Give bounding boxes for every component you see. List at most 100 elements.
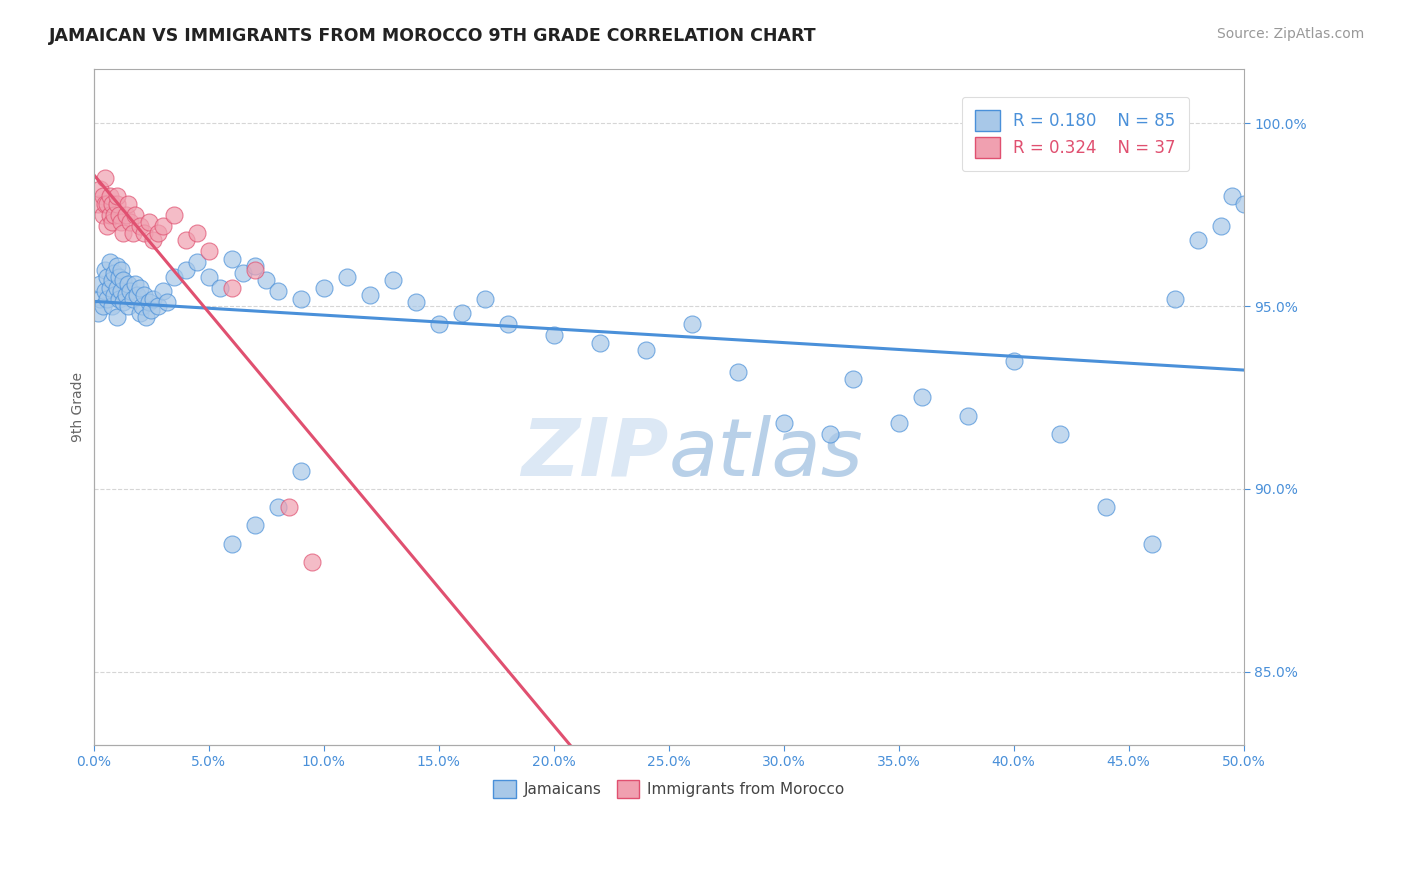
Point (496, 318, 519, 332)
Point (101, 299, 124, 313)
Point (101, 196, 124, 211)
Point (138, 295, 160, 310)
Point (1232, 196, 1254, 211)
Point (98, 208, 121, 222)
Point (174, 262, 197, 277)
Point (450, 306, 472, 320)
Point (727, 365, 749, 379)
Text: atlas: atlas (669, 415, 863, 493)
Text: ZIP: ZIP (522, 415, 669, 493)
Point (87, 306, 110, 320)
Point (221, 281, 243, 295)
Point (146, 299, 169, 313)
Point (887, 416, 910, 430)
Point (221, 252, 243, 266)
Point (87, 196, 110, 211)
Point (290, 292, 312, 306)
Point (110, 215, 132, 229)
Point (108, 208, 131, 222)
Text: JAMAICAN VS IMMIGRANTS FROM MOROCCO 9TH GRADE CORRELATION CHART: JAMAICAN VS IMMIGRANTS FROM MOROCCO 9TH … (49, 27, 817, 45)
Point (152, 285, 174, 299)
Point (174, 233, 197, 247)
Point (197, 244, 219, 259)
Point (142, 292, 165, 306)
Point (89, 277, 111, 292)
Point (101, 215, 124, 229)
Point (152, 219, 174, 233)
Point (98, 189, 121, 203)
Point (114, 288, 136, 302)
Point (243, 518, 266, 533)
Point (381, 273, 404, 287)
Point (681, 318, 703, 332)
Point (120, 285, 142, 299)
Point (1049, 427, 1071, 442)
Point (1140, 536, 1163, 550)
Point (1002, 354, 1025, 368)
Point (120, 215, 142, 229)
Point (110, 262, 132, 277)
Legend: Jamaicans, Immigrants from Morocco: Jamaicans, Immigrants from Morocco (486, 773, 851, 805)
Point (105, 189, 128, 203)
Point (290, 463, 312, 477)
Point (94, 171, 117, 186)
Point (105, 259, 128, 273)
Point (232, 266, 254, 280)
Point (103, 208, 125, 222)
Point (910, 391, 932, 405)
Point (186, 226, 208, 240)
Point (98, 255, 121, 269)
Point (98, 281, 121, 295)
Point (139, 302, 162, 317)
Point (186, 255, 208, 269)
Point (163, 269, 186, 284)
Point (91, 208, 114, 222)
Point (128, 281, 150, 295)
Point (427, 318, 450, 332)
Point (89, 182, 111, 196)
Point (117, 196, 139, 211)
Point (1220, 189, 1243, 203)
Point (121, 292, 143, 306)
Point (156, 295, 179, 310)
Point (128, 219, 150, 233)
Point (94, 196, 117, 211)
Y-axis label: 9th Grade: 9th Grade (72, 372, 86, 442)
Point (124, 277, 146, 292)
Point (243, 259, 266, 273)
Point (134, 288, 156, 302)
Point (117, 277, 139, 292)
Point (1209, 219, 1232, 233)
Point (96, 292, 118, 306)
Point (474, 292, 496, 306)
Point (1094, 500, 1116, 514)
Point (89, 292, 111, 306)
Point (105, 310, 128, 324)
Point (254, 273, 277, 287)
Point (359, 288, 381, 302)
Point (163, 208, 186, 222)
Point (1187, 233, 1209, 247)
Point (335, 269, 357, 284)
Point (94, 285, 117, 299)
Point (142, 233, 165, 247)
Point (110, 285, 132, 299)
Point (818, 427, 841, 442)
Point (105, 281, 128, 295)
Point (124, 208, 146, 222)
Point (221, 536, 243, 550)
Point (956, 409, 979, 423)
Point (91, 299, 114, 313)
Point (103, 288, 125, 302)
Point (117, 299, 139, 313)
Point (146, 226, 169, 240)
Point (131, 299, 153, 313)
Point (101, 273, 124, 287)
Point (588, 335, 610, 350)
Text: Source: ZipAtlas.com: Source: ZipAtlas.com (1216, 27, 1364, 41)
Point (96, 219, 118, 233)
Point (112, 226, 135, 240)
Point (96, 196, 118, 211)
Point (266, 500, 288, 514)
Point (128, 306, 150, 320)
